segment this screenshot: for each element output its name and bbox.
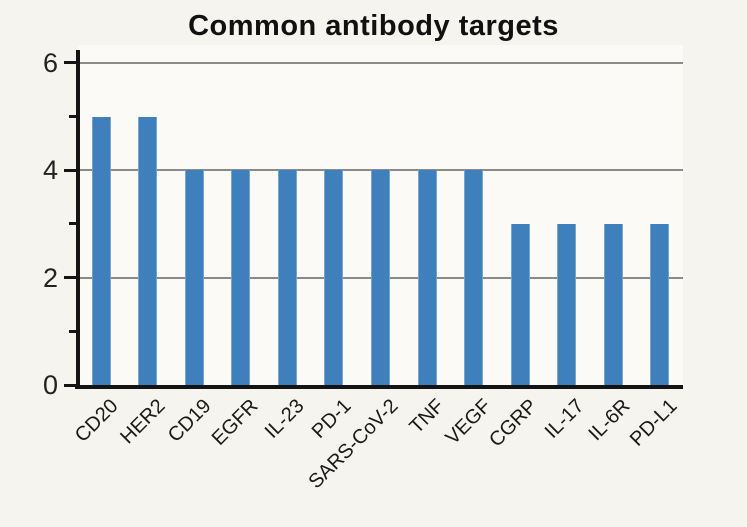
bar-CD20 [91, 116, 111, 385]
plot-area [75, 45, 683, 389]
y-axis-line [76, 50, 80, 389]
y-minor-tick-1 [69, 329, 78, 333]
chart-title: Common antibody targets [188, 10, 559, 42]
y-major-tick-4 [64, 168, 78, 172]
bar-PD-1 [324, 170, 344, 385]
bar-SARS-CoV-2 [371, 170, 390, 385]
bar-VEGF [464, 170, 484, 385]
bar-IL-6R [603, 224, 623, 385]
y-major-tick-0 [64, 383, 78, 387]
bar-PD-L1 [650, 224, 670, 385]
bar-IL-17 [557, 224, 577, 385]
bar-EGFR [231, 170, 251, 385]
gridline-y4 [78, 169, 683, 172]
bar-CD19 [184, 170, 204, 385]
y-axis-label-6: 6 [42, 47, 58, 78]
y-axis-label-4: 4 [42, 155, 58, 186]
bar-CGRP [510, 224, 530, 385]
y-major-tick-6 [64, 61, 78, 65]
y-minor-tick-3 [69, 222, 78, 226]
y-axis-label-0: 0 [42, 370, 58, 400]
y-major-tick-2 [64, 276, 78, 280]
x-axis-line [75, 385, 683, 389]
bar-IL-23 [277, 170, 297, 385]
gridline-y6 [78, 61, 683, 64]
y-minor-tick-5 [69, 115, 78, 119]
bar-HER2 [138, 116, 158, 385]
y-axis-label-2: 2 [42, 262, 58, 293]
bar-TNF [417, 170, 437, 385]
